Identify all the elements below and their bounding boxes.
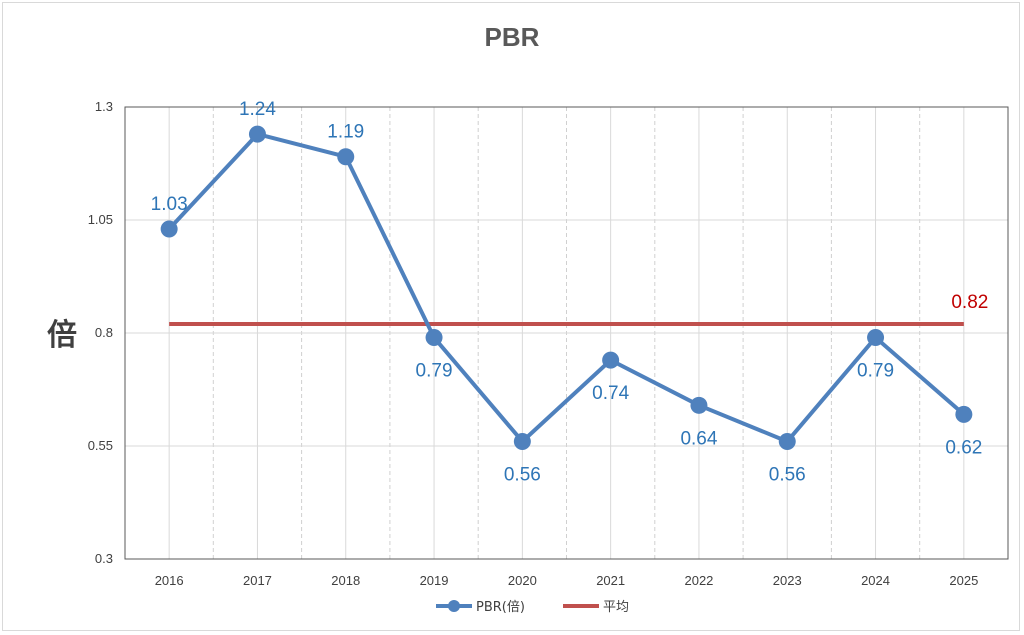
pbr-data-label: 0.64 [680, 428, 717, 449]
x-tick-label: 2024 [861, 573, 890, 588]
data-labels: 0.82 1.03 1.24 1.19 0.79 0.56 0.74 0.64 0.56 0.79… [151, 99, 989, 485]
pbr-data-point [425, 329, 443, 347]
legend: PBR(倍) 平均 [436, 600, 629, 615]
plot-border [124, 106, 1009, 560]
axes: 0.3 0.55 0.8 1.05 1.3 2016 2017 2018 2019 2020 202… [88, 99, 1009, 588]
x-tick-label: 2021 [596, 573, 625, 588]
y-tick-label: 0.55 [88, 438, 113, 453]
series-layer [160, 125, 973, 450]
pbr-data-point [248, 125, 266, 143]
x-tick-label: 2025 [949, 573, 978, 588]
pbr-data-point [955, 405, 973, 423]
y-tick-label: 1.05 [88, 212, 113, 227]
pbr-data-point [867, 329, 885, 347]
pbr-data-label: 0.74 [592, 383, 629, 404]
x-tick-label: 2018 [331, 573, 360, 588]
y-tick-label: 0.8 [95, 325, 113, 340]
pbr-data-point [690, 396, 708, 414]
pbr-data-label: 1.24 [239, 99, 276, 120]
pbr-data-label: 1.03 [151, 194, 188, 215]
legend-average-label: 平均 [603, 600, 629, 615]
x-tick-label: 2019 [420, 573, 449, 588]
x-tick-label: 2017 [243, 573, 272, 588]
y-tick-label: 1.3 [95, 99, 113, 114]
legend-pbr-label: PBR(倍) [476, 600, 525, 615]
pbr-data-point [160, 220, 178, 238]
pbr-data-point [778, 432, 796, 450]
x-tick-label: 2020 [508, 573, 537, 588]
y-tick-label: 0.3 [95, 551, 113, 566]
x-tick-label: 2016 [155, 573, 184, 588]
average-value-label: 0.82 [951, 292, 988, 313]
pbr-data-label: 0.62 [945, 437, 982, 458]
chart-title: PBR [485, 22, 540, 52]
pbr-data-label: 0.79 [416, 361, 453, 382]
x-tick-label: 2022 [684, 573, 713, 588]
pbr-data-label: 0.79 [857, 361, 894, 382]
y-axis-label: 倍 [47, 318, 77, 353]
pbr-data-label: 1.19 [327, 122, 364, 143]
pbr-data-point [602, 351, 620, 369]
pbr-data-label: 0.56 [769, 464, 806, 485]
pbr-data-point [337, 148, 355, 166]
pbr-series-line [167, 132, 966, 444]
pbr-data-label: 0.56 [504, 464, 541, 485]
pbr-data-point [513, 432, 531, 450]
legend-pbr-marker [448, 600, 460, 612]
x-tick-label: 2023 [773, 573, 802, 588]
